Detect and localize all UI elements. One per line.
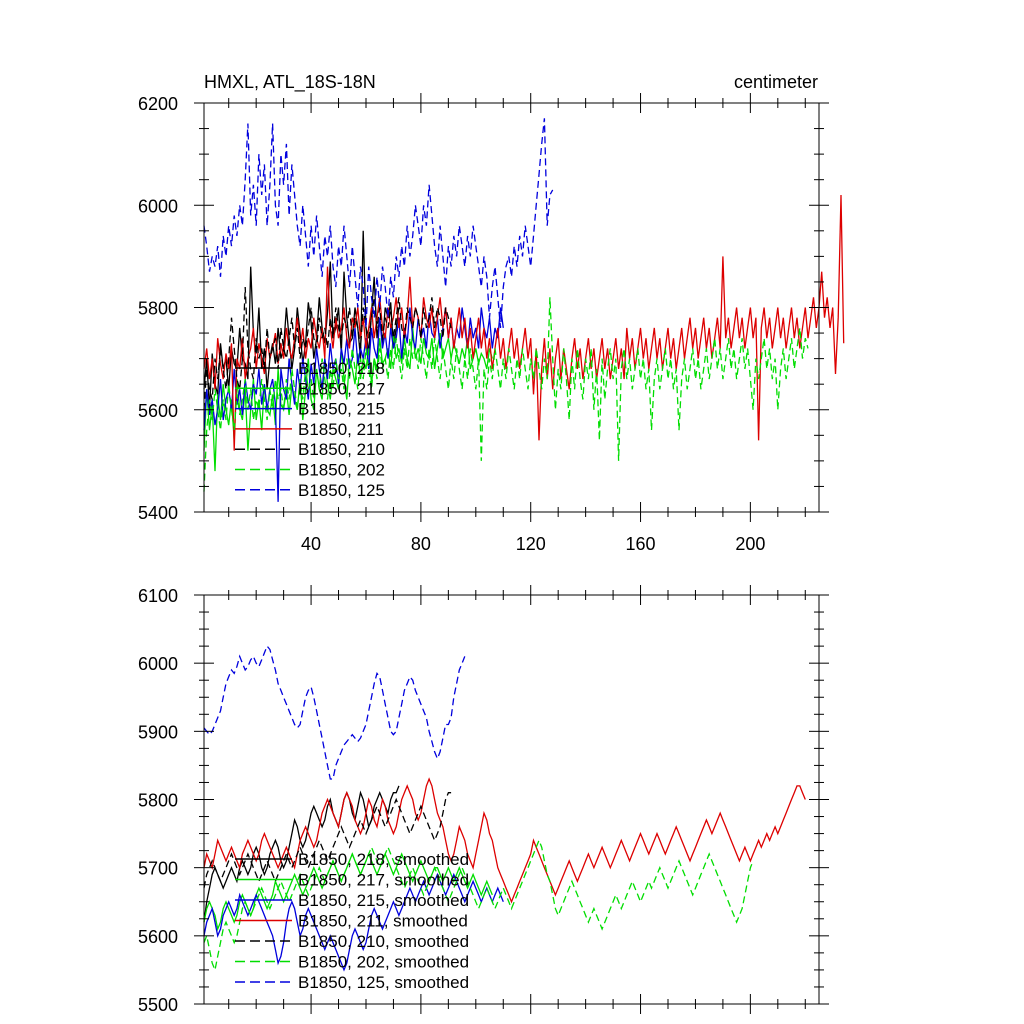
top-y-tick-label: 5400: [138, 503, 178, 523]
bottom-legend-label: B1850, 211, smoothed: [298, 912, 468, 931]
top-legend-label: B1850, 125: [298, 481, 385, 500]
top-legend-label: B1850, 217: [298, 379, 385, 398]
bottom-y-tick-label: 6000: [138, 654, 178, 674]
top-x-tick-label: 200: [735, 534, 765, 554]
top-x-tick-label: 120: [516, 534, 546, 554]
bottom-series-line-7: [203, 644, 466, 780]
top-y-tick-label: 6000: [138, 196, 178, 216]
top-x-tick-label: 160: [626, 534, 656, 554]
bottom-legend: B1850, 218, smoothed B1850, 217, smoothed…: [235, 850, 469, 992]
top-series-line-6: [203, 297, 809, 492]
bottom-panel: 5500 5600 5700 5800 5900 6000 6100 B1850, 218,…: [138, 585, 829, 1015]
bottom-y-tick-label: 5800: [138, 791, 178, 811]
bottom-legend-label: B1850, 215, smoothed: [298, 891, 469, 910]
top-x-tick-label: 40: [301, 534, 321, 554]
bottom-legend-label: B1850, 217, smoothed: [298, 871, 469, 890]
top-series-line-4: [203, 194, 845, 451]
top-series-line-5: [203, 286, 452, 410]
bottom-y-tick-label: 6100: [138, 586, 178, 606]
bottom-series-line-4: [203, 777, 806, 904]
top-legend-label: B1850, 202: [298, 461, 385, 480]
bottom-y-tick-label: 5900: [138, 722, 178, 742]
bottom-legend-label: B1850, 125, smoothed: [298, 973, 469, 992]
top-x-tick-label: 80: [411, 534, 431, 554]
units-label: centimeter: [734, 72, 818, 92]
top-y-tick-label: 6200: [138, 94, 178, 114]
bottom-y-tick-label: 5700: [138, 859, 178, 879]
bottom-legend-label: B1850, 202, smoothed: [298, 953, 469, 972]
bottom-legend-label: B1850, 218, smoothed: [298, 850, 469, 869]
top-legend-label: B1850, 210: [298, 440, 385, 459]
top-series-line-7: [203, 118, 554, 328]
bottom-series-line-6: [203, 838, 754, 973]
bottom-y-tick-label: 5600: [138, 927, 178, 947]
top-legend-label: B1850, 215: [298, 400, 385, 419]
bottom-legend-label: B1850, 210, smoothed: [298, 932, 469, 951]
bottom-y-tick-label: 5500: [138, 995, 178, 1015]
top-y-tick-label: 5600: [138, 401, 178, 421]
bottom-series-line-5: [203, 792, 452, 889]
top-panel: HMXL, ATL_18S-18N centimeter 40 80 120 160 2…: [138, 72, 845, 554]
top-legend-label: B1850, 211: [298, 420, 384, 439]
top-y-tick-label: 5800: [138, 299, 178, 319]
chart-title: HMXL, ATL_18S-18N: [204, 72, 376, 93]
top-legend-label: B1850, 218: [298, 359, 385, 378]
top-series-lines: [203, 118, 845, 502]
